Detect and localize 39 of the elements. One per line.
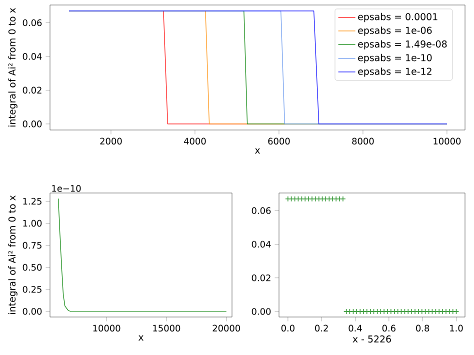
y-tick-label: 0.75 [22,242,42,249]
x-tick-label: 0.0 [281,324,294,332]
y-axis-title: integral of Ai² from 0 to x [8,195,18,314]
x-tick-label: 2000 [100,138,122,145]
legend-label: epsabs = 1e-06 [358,26,432,36]
y-axis-title: integral of Ai² from 0 to x [8,8,18,126]
y-tick-label: 0.04 [252,240,271,248]
x-tick-label: 10000 [93,324,120,332]
x-tick-label: 15000 [153,324,180,332]
x-tick-label: 20000 [212,324,240,332]
x-tick-label: 1.0 [450,324,463,332]
y-tick-label: 0.02 [22,86,42,94]
x-tick-label: 4000 [184,138,206,145]
x-tick-label: 0.2 [315,324,328,332]
y-tick-label: 0.00 [22,308,42,315]
y-tick-label: 0.06 [22,19,42,26]
y-tick-label: 0.06 [252,207,271,214]
legend-label: epsabs = 1e-10 [358,54,432,64]
x-tick-label: 0.6 [382,324,396,332]
y-tick-label: 0.00 [252,308,271,315]
x-axis-title: x [254,148,260,154]
x-axis-title: x [138,335,144,341]
text: 1e−10 [52,185,81,192]
y-tick-label: 0.04 [22,53,42,60]
x-axis-title: x - 5226 [352,335,391,343]
legend-label: epsabs = 1.49e-08 [358,40,447,50]
y-tick-label: 0.02 [252,274,270,282]
y-tick-label: 0.50 [22,264,42,271]
x-tick-label: 6000 [268,138,290,145]
x-tick-label: 0.8 [416,324,430,332]
x-tick-label: 8000 [352,138,374,145]
x-tick-label: 0.4 [348,324,362,332]
y-tick-label: 1.00 [23,220,42,227]
y-tick-label: 0.00 [22,120,42,128]
x-tick-label: 10000 [434,138,461,145]
legend-label: epsabs = 0.0001 [358,12,438,22]
y-tick-label: 0.25 [22,286,42,293]
y-tick-label: 1.25 [23,198,42,205]
legend-label: epsabs = 1e-12 [358,68,432,77]
